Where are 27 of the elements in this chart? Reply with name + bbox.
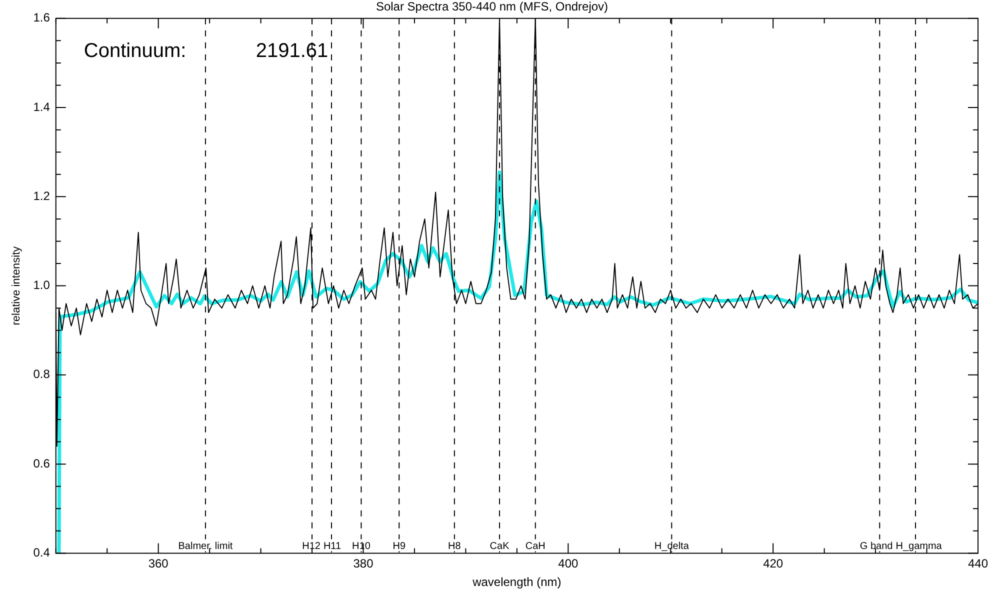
ref-line-label: H_delta: [654, 540, 690, 552]
ref-line-label: H8: [448, 540, 462, 552]
annotation: Continuum:: [84, 40, 186, 62]
ref-line-label: H12: [302, 540, 321, 552]
ref-line-label: H9: [392, 540, 406, 552]
y-tick-label: 1.0: [33, 278, 50, 292]
ref-line-label: H11: [323, 540, 342, 552]
y-tick-label: 1.2: [33, 188, 50, 203]
x-tick-label: 360: [148, 556, 169, 571]
y-tick-label: 1.4: [33, 100, 50, 114]
ref-line-label: Balmer. limit: [178, 540, 233, 552]
y-tick-label: 1.6: [33, 10, 50, 25]
x-tick-label: 380: [353, 556, 374, 571]
y-axis-title: relative intensity: [10, 246, 23, 326]
annotation: 2191.61: [256, 40, 328, 62]
y-tick-label: 0.4: [33, 546, 50, 560]
x-tick-label: 400: [558, 556, 578, 571]
x-tick-label: 420: [763, 556, 784, 571]
y-tick-label: 0.8: [33, 367, 50, 382]
ref-line-label: CaH: [525, 540, 546, 552]
chart-title: Solar Spectra 350-440 nm (MFS, Ondrejov): [376, 0, 608, 14]
ref-line-label: H_gamma: [896, 540, 942, 552]
ref-line-label: G band: [860, 540, 893, 552]
y-tick-label: 0.6: [33, 456, 50, 470]
x-axis-title: wavelength (nm): [472, 575, 562, 590]
x-tick-label: 440: [968, 556, 988, 571]
ref-line-label: CaK: [490, 540, 510, 552]
